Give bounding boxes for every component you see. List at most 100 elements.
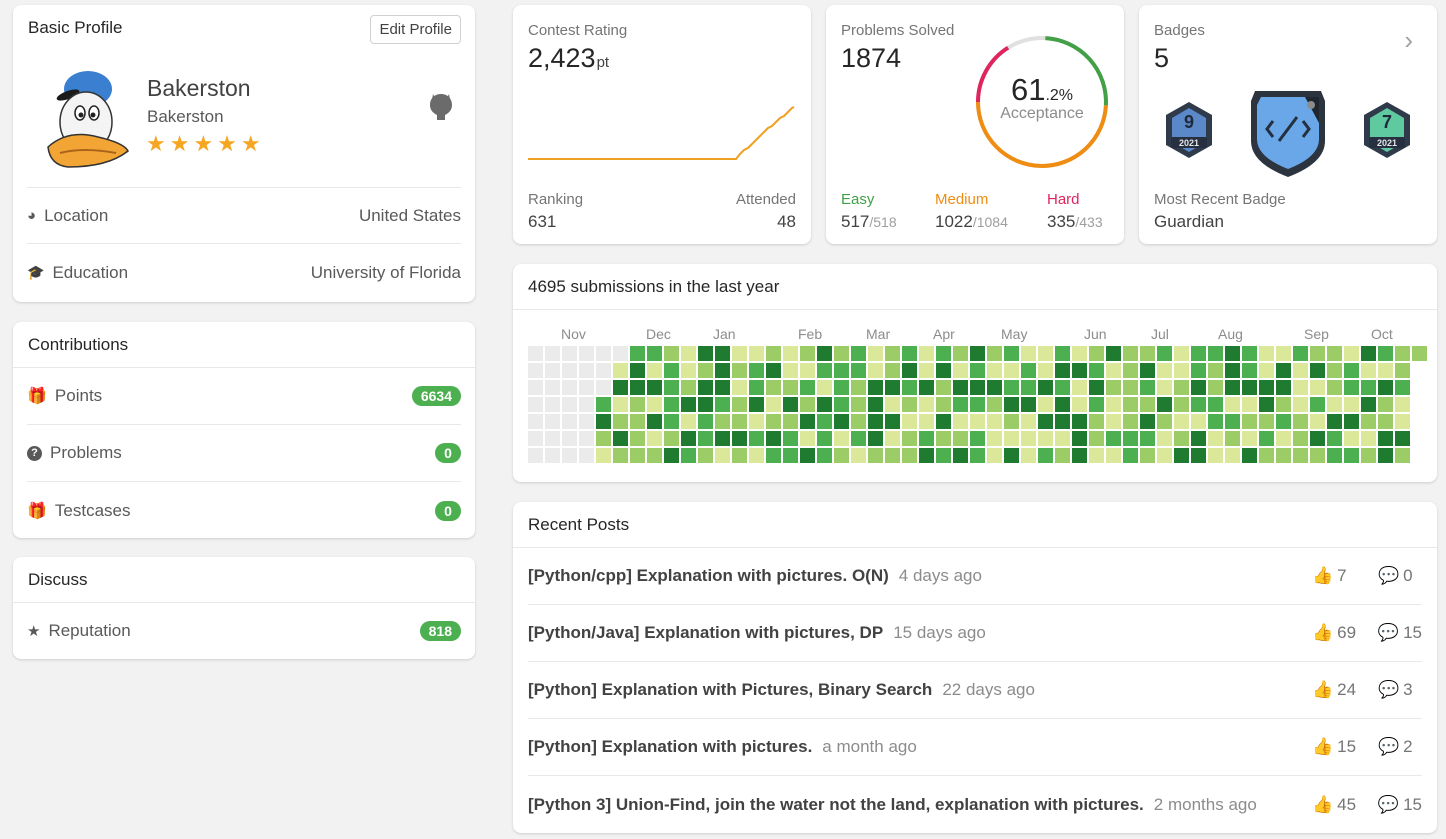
heatmap-cell[interactable] [1072, 397, 1087, 412]
heatmap-cell[interactable] [1123, 414, 1138, 429]
heatmap-cell[interactable] [1327, 363, 1342, 378]
heatmap-cell[interactable] [953, 414, 968, 429]
heatmap-cell[interactable] [613, 414, 628, 429]
heatmap-cell[interactable] [1174, 346, 1189, 361]
heatmap-cell[interactable] [987, 448, 1002, 463]
heatmap-cell[interactable] [1259, 363, 1274, 378]
heatmap-cell[interactable] [1089, 414, 1104, 429]
heatmap-cell[interactable] [800, 380, 815, 395]
heatmap-cell[interactable] [1004, 346, 1019, 361]
heatmap-cell[interactable] [1208, 380, 1223, 395]
heatmap-cell[interactable] [1021, 448, 1036, 463]
heatmap-cell[interactable] [834, 380, 849, 395]
heatmap-cell[interactable] [1208, 397, 1223, 412]
heatmap-cell[interactable] [783, 397, 798, 412]
heatmap-cell[interactable] [1412, 346, 1427, 361]
heatmap-cell[interactable] [1004, 414, 1019, 429]
edit-profile-button[interactable]: Edit Profile [370, 15, 461, 44]
heatmap-cell[interactable] [1208, 414, 1223, 429]
heatmap-cell[interactable] [1361, 380, 1376, 395]
heatmap-cell[interactable] [1140, 346, 1155, 361]
heatmap-cell[interactable] [1327, 448, 1342, 463]
heatmap-cell[interactable] [987, 414, 1002, 429]
heatmap-cell[interactable] [528, 448, 543, 463]
most-recent-badge-name[interactable]: Guardian [1154, 212, 1224, 231]
heatmap-cell[interactable] [1378, 397, 1393, 412]
heatmap-cell[interactable] [783, 448, 798, 463]
heatmap-cell[interactable] [732, 380, 747, 395]
heatmap-cell[interactable] [1055, 431, 1070, 446]
heatmap-cell[interactable] [885, 431, 900, 446]
heatmap-cell[interactable] [885, 380, 900, 395]
heatmap-cell[interactable] [1038, 397, 1053, 412]
heatmap-cell[interactable] [613, 346, 628, 361]
heatmap-cell[interactable] [783, 380, 798, 395]
post-title[interactable]: [Python 3] Union-Find, join the water no… [528, 794, 1144, 814]
heatmap-cell[interactable] [1157, 363, 1172, 378]
heatmap-cell[interactable] [1310, 380, 1325, 395]
heatmap-cell[interactable] [1021, 363, 1036, 378]
heatmap-cell[interactable] [1344, 431, 1359, 446]
heatmap-cell[interactable] [749, 346, 764, 361]
heatmap-cell[interactable] [647, 346, 662, 361]
heatmap-cell[interactable] [1089, 397, 1104, 412]
profile-name[interactable]: Bakerston [147, 75, 251, 101]
heatmap-cell[interactable] [715, 431, 730, 446]
heatmap-cell[interactable] [817, 397, 832, 412]
heatmap-cell[interactable] [902, 431, 917, 446]
heatmap-cell[interactable] [1140, 380, 1155, 395]
heatmap-cell[interactable] [1378, 380, 1393, 395]
heatmap-cell[interactable] [1174, 397, 1189, 412]
comment-icon[interactable]: 💬 [1377, 794, 1400, 814]
heatmap-cell[interactable] [596, 363, 611, 378]
heatmap-cell[interactable] [800, 346, 815, 361]
heatmap-cell[interactable] [1293, 346, 1308, 361]
heatmap-cell[interactable] [1174, 363, 1189, 378]
heatmap-cell[interactable] [800, 397, 815, 412]
heatmap-cell[interactable] [579, 431, 594, 446]
heatmap-cell[interactable] [902, 414, 917, 429]
heatmap-cell[interactable] [1038, 363, 1053, 378]
heatmap-cell[interactable] [766, 397, 781, 412]
heatmap-cell[interactable] [1225, 431, 1240, 446]
heatmap-cell[interactable] [817, 431, 832, 446]
heatmap-cell[interactable] [562, 397, 577, 412]
heatmap-cell[interactable] [1293, 363, 1308, 378]
heatmap-cell[interactable] [936, 414, 951, 429]
heatmap-cell[interactable] [1004, 431, 1019, 446]
heatmap-cell[interactable] [1395, 448, 1410, 463]
heatmap-cell[interactable] [885, 363, 900, 378]
heatmap-cell[interactable] [851, 380, 866, 395]
heatmap-cell[interactable] [851, 363, 866, 378]
post-row[interactable]: [Python/Java] Explanation with pictures,… [528, 605, 1422, 662]
heatmap-cell[interactable] [953, 380, 968, 395]
heatmap-cell[interactable] [579, 448, 594, 463]
heatmap-cell[interactable] [613, 380, 628, 395]
heatmap-cell[interactable] [834, 431, 849, 446]
heatmap-cell[interactable] [1259, 414, 1274, 429]
heatmap-cell[interactable] [970, 448, 985, 463]
heatmap-cell[interactable] [1089, 346, 1104, 361]
heatmap-cell[interactable] [664, 431, 679, 446]
heatmap-cell[interactable] [1191, 397, 1206, 412]
heatmap-cell[interactable] [664, 414, 679, 429]
submission-heatmap[interactable] [528, 346, 1428, 466]
heatmap-cell[interactable] [715, 397, 730, 412]
heatmap-cell[interactable] [1242, 363, 1257, 378]
heatmap-cell[interactable] [1310, 431, 1325, 446]
heatmap-cell[interactable] [732, 414, 747, 429]
heatmap-cell[interactable] [919, 380, 934, 395]
thumbs-up-icon[interactable]: 👍 [1312, 566, 1334, 585]
heatmap-cell[interactable] [1276, 380, 1291, 395]
heatmap-cell[interactable] [1208, 431, 1223, 446]
heatmap-cell[interactable] [1106, 346, 1121, 361]
heatmap-cell[interactable] [1395, 363, 1410, 378]
heatmap-cell[interactable] [647, 397, 662, 412]
heatmap-cell[interactable] [698, 414, 713, 429]
heatmap-cell[interactable] [1395, 346, 1410, 361]
heatmap-cell[interactable] [1106, 414, 1121, 429]
heatmap-cell[interactable] [1140, 448, 1155, 463]
heatmap-cell[interactable] [1123, 431, 1138, 446]
badge-guardian[interactable] [1245, 83, 1331, 179]
heatmap-cell[interactable] [596, 448, 611, 463]
